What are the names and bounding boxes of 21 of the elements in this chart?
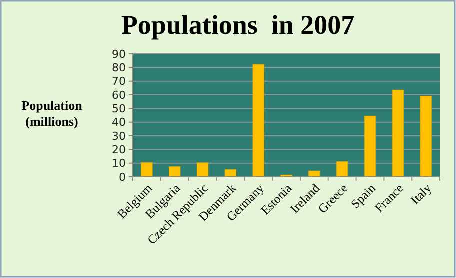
bar (252, 64, 264, 178)
y-tick-label: 0 (119, 170, 126, 184)
bar (169, 166, 181, 178)
bar (364, 116, 376, 178)
bar (141, 162, 153, 178)
bar (420, 96, 432, 178)
bar (196, 162, 209, 178)
x-tick-label: Italy (408, 180, 435, 208)
y-tick-label: 50 (112, 102, 126, 116)
chart-title: Populations in 2007 (121, 10, 355, 40)
y-tick-label: 20 (112, 144, 126, 157)
y-tick-label: 30 (112, 130, 126, 143)
y-tick-label: 80 (112, 62, 126, 75)
y-axis-title: Population (millions) (22, 98, 84, 129)
y-tick-label: 60 (112, 88, 126, 102)
y-tick-label: 70 (112, 75, 126, 88)
bar (336, 161, 348, 178)
y-tick-label: 90 (112, 48, 126, 61)
y-tick-label: 10 (112, 157, 126, 170)
y-tick-label: 40 (112, 116, 126, 130)
bar (392, 90, 404, 178)
